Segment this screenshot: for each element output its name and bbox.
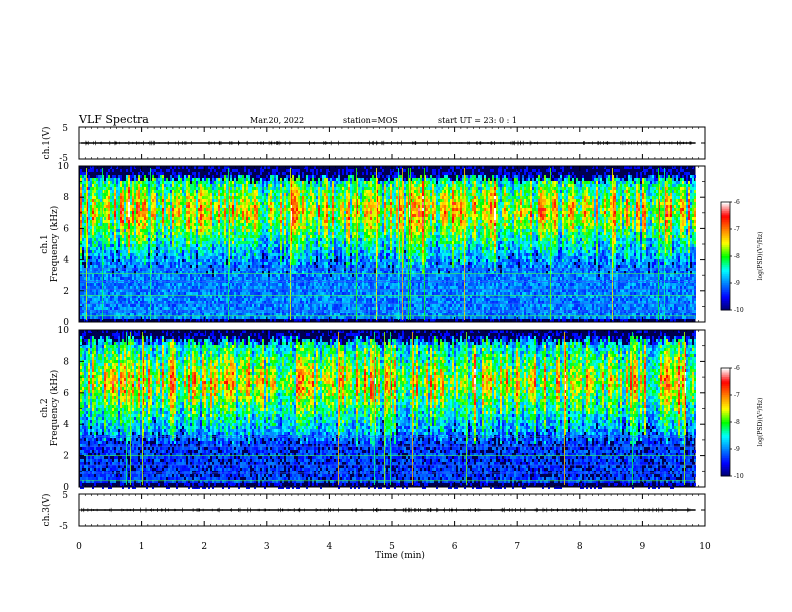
- colorbar-tick-label: -10: [734, 307, 744, 314]
- colorbar-tick-label: -6: [734, 365, 740, 372]
- colorbar-label: log(PSD)(V²/Hz): [757, 398, 764, 447]
- frequency-tick-label: 10: [58, 162, 70, 172]
- colorbar-tick-label: -8: [734, 253, 740, 260]
- ch1-spectrogram-image: [79, 166, 705, 322]
- frequency-tick-label: 2: [63, 452, 69, 462]
- colorbar-tick-label: -7: [734, 226, 740, 233]
- time-tick-label: 10: [699, 542, 711, 552]
- colorbar-tick-label: -9: [734, 280, 740, 287]
- time-tick-label: 0: [76, 542, 82, 552]
- ch2-spectrogram-image: [79, 330, 705, 489]
- start-ut-label: start UT = 23: 0 : 1: [438, 116, 517, 125]
- time-tick-label: 8: [577, 542, 583, 552]
- figure-title: VLF Spectra: [78, 113, 149, 126]
- time-tick-label: 3: [264, 542, 270, 552]
- ch1-spectrogram-ylabel-channel: ch.1: [40, 234, 50, 253]
- time-tick-label: 7: [514, 542, 520, 552]
- ch1-waveform-ylabel: ch.1(V): [41, 127, 52, 160]
- frequency-tick-label: 6: [63, 224, 69, 234]
- ch2-spectrogram-ylabel-channel: ch.2: [40, 398, 50, 417]
- frequency-tick-label: 10: [58, 326, 70, 336]
- frequency-tick-label: 4: [63, 256, 69, 266]
- frequency-tick-label: 2: [63, 287, 69, 297]
- time-tick-label: 4: [327, 542, 333, 552]
- ch3-ytick-top: 5: [62, 491, 68, 501]
- frequency-tick-label: 6: [63, 389, 69, 399]
- colorbar-tick-label: -8: [734, 419, 740, 426]
- date-label: Mar.20, 2022: [250, 116, 304, 125]
- colorbar-label: log(PSD)(V²/Hz): [757, 232, 764, 281]
- ch1-spectrogram-ylabel-frequency: Frequency (kHz): [49, 206, 60, 283]
- ch2-spectrogram-ylabel-frequency: Frequency (kHz): [49, 370, 60, 447]
- frequency-tick-label: 4: [63, 420, 69, 430]
- colorbar-tick-label: -6: [734, 199, 740, 206]
- time-axis-label: Time (min): [375, 550, 425, 561]
- ch3-waveform-ylabel: ch.3(V): [41, 494, 52, 527]
- time-tick-label: 6: [452, 542, 458, 552]
- time-tick-label: 9: [640, 542, 646, 552]
- ch1-colorbar: -6 -7 -8 -9 -10 log(PSD)(V²/Hz): [721, 199, 764, 314]
- frequency-tick-label: 8: [63, 357, 69, 367]
- colorbar-tick-label: -9: [734, 446, 740, 453]
- time-tick-label: 1: [139, 542, 145, 552]
- time-tick-label: 2: [201, 542, 207, 552]
- colorbar-tick-label: -7: [734, 392, 740, 399]
- ch3-ytick-bottom: -5: [59, 522, 68, 532]
- ch2-colorbar: -6 -7 -8 -9 -10 log(PSD)(V²/Hz): [721, 365, 764, 480]
- frequency-tick-label: 8: [63, 193, 69, 203]
- colorbar-tick-label: -10: [734, 473, 744, 480]
- ch1-ytick-top: 5: [62, 124, 68, 134]
- station-label: station=MOS: [343, 116, 398, 125]
